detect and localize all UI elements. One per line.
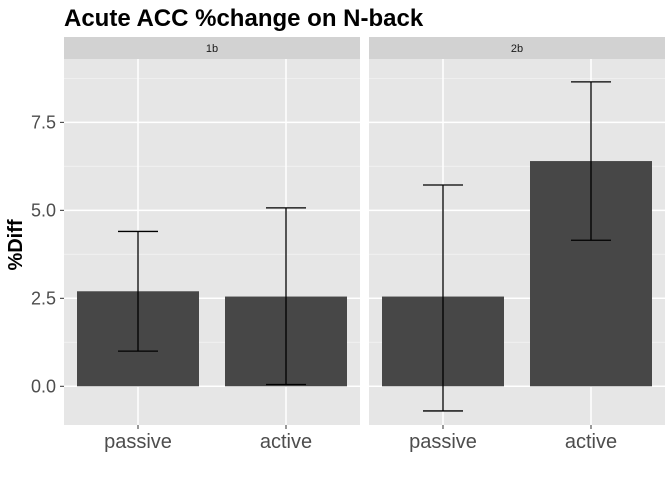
x-tick-label: passive bbox=[104, 431, 172, 453]
facet-strip-label: 1b bbox=[206, 43, 218, 55]
x-tick-label: active bbox=[565, 431, 617, 453]
facet-panel-1b: 1b passive active bbox=[64, 37, 360, 453]
y-tick-label: 0.0 bbox=[31, 376, 56, 396]
facet-strip-label: 2b bbox=[511, 43, 523, 55]
facet-panels: 0.0 2.5 5.0 7.5 1b passive active 2b passive acti… bbox=[31, 37, 665, 453]
x-tick-label: passive bbox=[409, 431, 477, 453]
y-tick-label: 2.5 bbox=[31, 288, 56, 308]
facet-strip bbox=[369, 37, 665, 59]
facet-strip bbox=[64, 37, 360, 59]
chart-title: Acute ACC %change on N-back bbox=[64, 5, 424, 32]
facet-panel-2b: 2b passive active bbox=[369, 37, 665, 453]
y-tick-label: 7.5 bbox=[31, 112, 56, 132]
y-tick-label: 5.0 bbox=[31, 200, 56, 220]
y-axis-label: %Diff bbox=[5, 219, 27, 270]
x-tick-label: active bbox=[260, 431, 312, 453]
